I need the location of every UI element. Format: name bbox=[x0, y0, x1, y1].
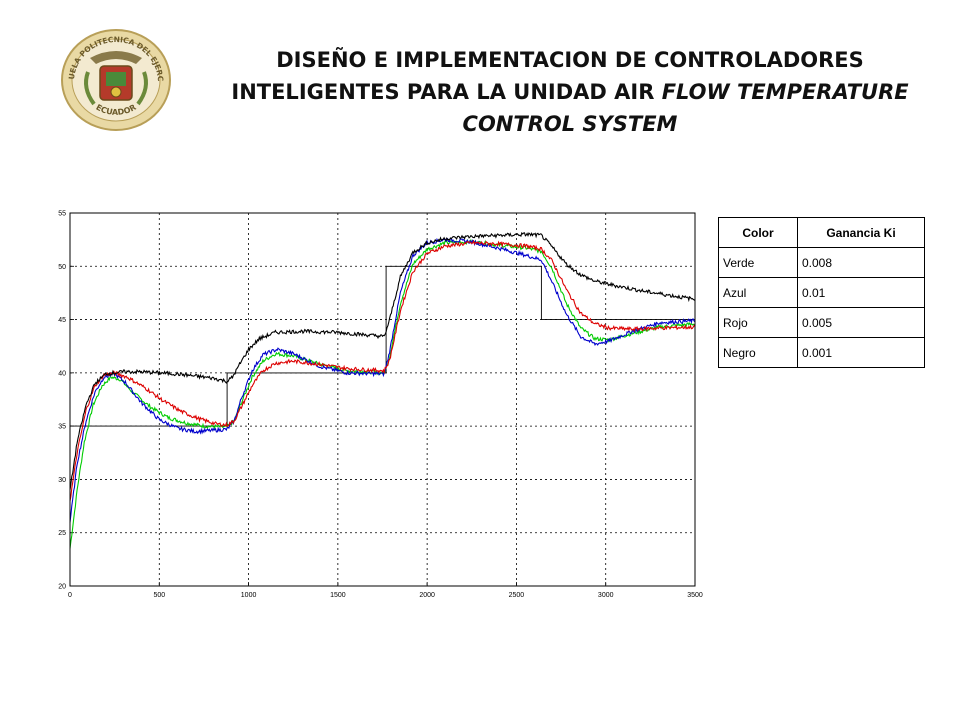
x-tick-label: 500 bbox=[153, 592, 165, 599]
title-line-3: CONTROL SYSTEM bbox=[462, 112, 678, 136]
university-seal-logo: ESCUELA POLITECNICA DEL EJERCITO ECUADOR bbox=[60, 28, 171, 131]
svg-text:ECUADOR: ECUADOR bbox=[94, 103, 137, 117]
y-tick-label: 40 bbox=[58, 370, 66, 377]
temperature-response-chart: 0 500 1000 1500 2000 2500 3000 3500 20 25 30 35 40 45… bbox=[58, 211, 703, 600]
y-tick-label: 20 bbox=[58, 584, 66, 591]
legend-gain-cell: 0.001 bbox=[797, 337, 925, 368]
legend-gain-cell: 0.01 bbox=[797, 277, 925, 308]
legend-row: Negro 0.001 bbox=[718, 337, 925, 368]
legend-color-cell: Azul bbox=[718, 277, 798, 308]
x-tick-label: 3500 bbox=[687, 592, 703, 599]
legend-row: Verde 0.008 bbox=[718, 247, 925, 278]
seal-bottom-text: ECUADOR bbox=[94, 103, 137, 117]
legend-color-cell: Negro bbox=[718, 337, 798, 368]
y-tick-label: 25 bbox=[58, 530, 66, 537]
x-tick-label: 1000 bbox=[241, 592, 257, 599]
reference-step-line bbox=[70, 265, 695, 427]
legend-color-cell: Rojo bbox=[718, 307, 798, 338]
x-tick-label: 2500 bbox=[509, 592, 525, 599]
series-line-0 bbox=[69, 238, 696, 549]
y-tick-label: 55 bbox=[58, 211, 66, 218]
x-tick-label: 2000 bbox=[419, 592, 435, 599]
title-line-2-italic: FLOW TEMPERATURE bbox=[661, 80, 909, 104]
x-tick-label: 1500 bbox=[330, 592, 346, 599]
legend-gain-cell: 0.008 bbox=[797, 247, 925, 278]
slide-title: DISEÑO E IMPLEMENTACION DE CONTROLADORES… bbox=[200, 44, 940, 140]
legend-header-row: Color Ganancia Ki bbox=[718, 217, 925, 248]
series-line-3 bbox=[69, 231, 696, 491]
title-line-2: INTELIGENTES PARA LA UNIDAD AIR FLOW TEM… bbox=[200, 76, 940, 108]
y-tick-label: 50 bbox=[58, 264, 66, 271]
legend-color-cell: Verde bbox=[718, 247, 798, 278]
title-line-1: DISEÑO E IMPLEMENTACION DE CONTROLADORES bbox=[276, 48, 864, 72]
y-tick-label: 35 bbox=[58, 424, 66, 431]
legend-header-color: Color bbox=[718, 217, 798, 248]
legend-row: Rojo 0.005 bbox=[718, 307, 925, 338]
x-tick-label: 0 bbox=[68, 592, 72, 599]
title-line-2-normal: INTELIGENTES PARA LA UNIDAD AIR bbox=[231, 80, 662, 104]
y-tick-label: 45 bbox=[58, 317, 66, 324]
x-tick-label: 3000 bbox=[598, 592, 614, 599]
series-line-2 bbox=[69, 239, 696, 502]
legend-header-gain: Ganancia Ki bbox=[797, 217, 925, 248]
gain-legend-table: Color Ganancia Ki Verde 0.008 Azul 0.01 … bbox=[718, 217, 925, 368]
legend-gain-cell: 0.005 bbox=[797, 307, 925, 338]
y-tick-label: 30 bbox=[58, 477, 66, 484]
legend-row: Azul 0.01 bbox=[718, 277, 925, 308]
plot-frame bbox=[69, 212, 696, 587]
